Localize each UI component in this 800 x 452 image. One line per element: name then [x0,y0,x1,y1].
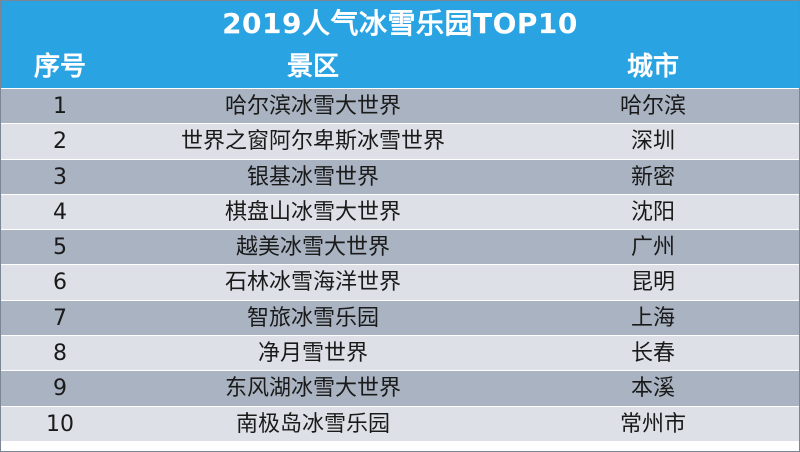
rank-cell: 6 [53,270,67,296]
rank-cell: 7 [53,305,67,331]
rank-cell: 4 [53,199,67,225]
scenic-spot-cell: 银基冰雪世界 [246,164,379,190]
rank-cell: 9 [53,376,67,402]
rank-cell: 1 [53,94,67,119]
scenic-spot-cell: 石林冰雪海洋世界 [224,270,401,296]
table-row: 6 石林冰雪海洋世界 昆明 [1,264,799,300]
city-cell: 昆明 [630,270,675,296]
rank-cell: 8 [53,341,67,367]
city-cell: 常州市 [619,411,686,437]
table-row: 4 棋盘山冰雪大世界 沈阳 [1,193,799,230]
table-body: 1 哈尔滨冰雪大世界 哈尔滨 2 世界之窗阿尔卑斯冰雪世界 深圳 3 银基冰雪世界 新密 4 棋盘山… [1,88,799,441]
scenic-spot-cell: 南极岛冰雪乐园 [235,411,390,437]
table-row: 9 东风湖冰雪大世界 本溪 [1,370,799,406]
scenic-spot-cell: 哈尔滨冰雪大世界 [224,94,401,119]
rank-cell: 5 [53,235,67,261]
table-row: 10 南极岛冰雪乐园 常州市 [1,405,799,441]
scenic-spot-cell: 智旅冰雪乐园 [246,305,379,331]
table-row: 3 银基冰雪世界 新密 [1,158,799,194]
table-row: 1 哈尔滨冰雪大世界 哈尔滨 [1,88,799,124]
rank-cell: 10 [46,411,74,437]
header-city: 城市 [626,52,679,82]
city-cell: 新密 [630,164,675,190]
city-cell: 深圳 [630,129,675,155]
table-row: 2 世界之窗阿尔卑斯冰雪世界 深圳 [1,123,799,159]
table-row: 8 净月雪世界 长春 [1,335,799,371]
city-cell: 本溪 [630,376,675,402]
scenic-spot-cell: 越美冰雪大世界 [235,235,390,261]
header-scenic-spot: 景区 [286,52,339,82]
scenic-spot-cell: 棋盘山冰雪大世界 [224,199,401,225]
scenic-spot-cell: 东风湖冰雪大世界 [224,376,401,402]
scenic-spot-cell: 世界之窗阿尔卑斯冰雪世界 [180,129,445,155]
rank-cell: 3 [53,164,67,190]
city-cell: 哈尔滨 [619,94,686,119]
city-cell: 广州 [630,235,675,261]
rank-cell: 2 [53,129,67,155]
table-header: 序号 景区 城市 [1,46,799,88]
table-row: 7 智旅冰雪乐园 上海 [1,299,799,336]
table-title: 2019人气冰雪乐园TOP10 [1,1,799,46]
scenic-spot-cell: 净月雪世界 [257,341,368,367]
city-cell: 上海 [630,305,675,331]
city-cell: 长春 [630,341,675,367]
table-row: 5 越美冰雪大世界 广州 [1,229,799,265]
header-rank: 序号 [33,52,86,82]
city-cell: 沈阳 [630,199,675,225]
